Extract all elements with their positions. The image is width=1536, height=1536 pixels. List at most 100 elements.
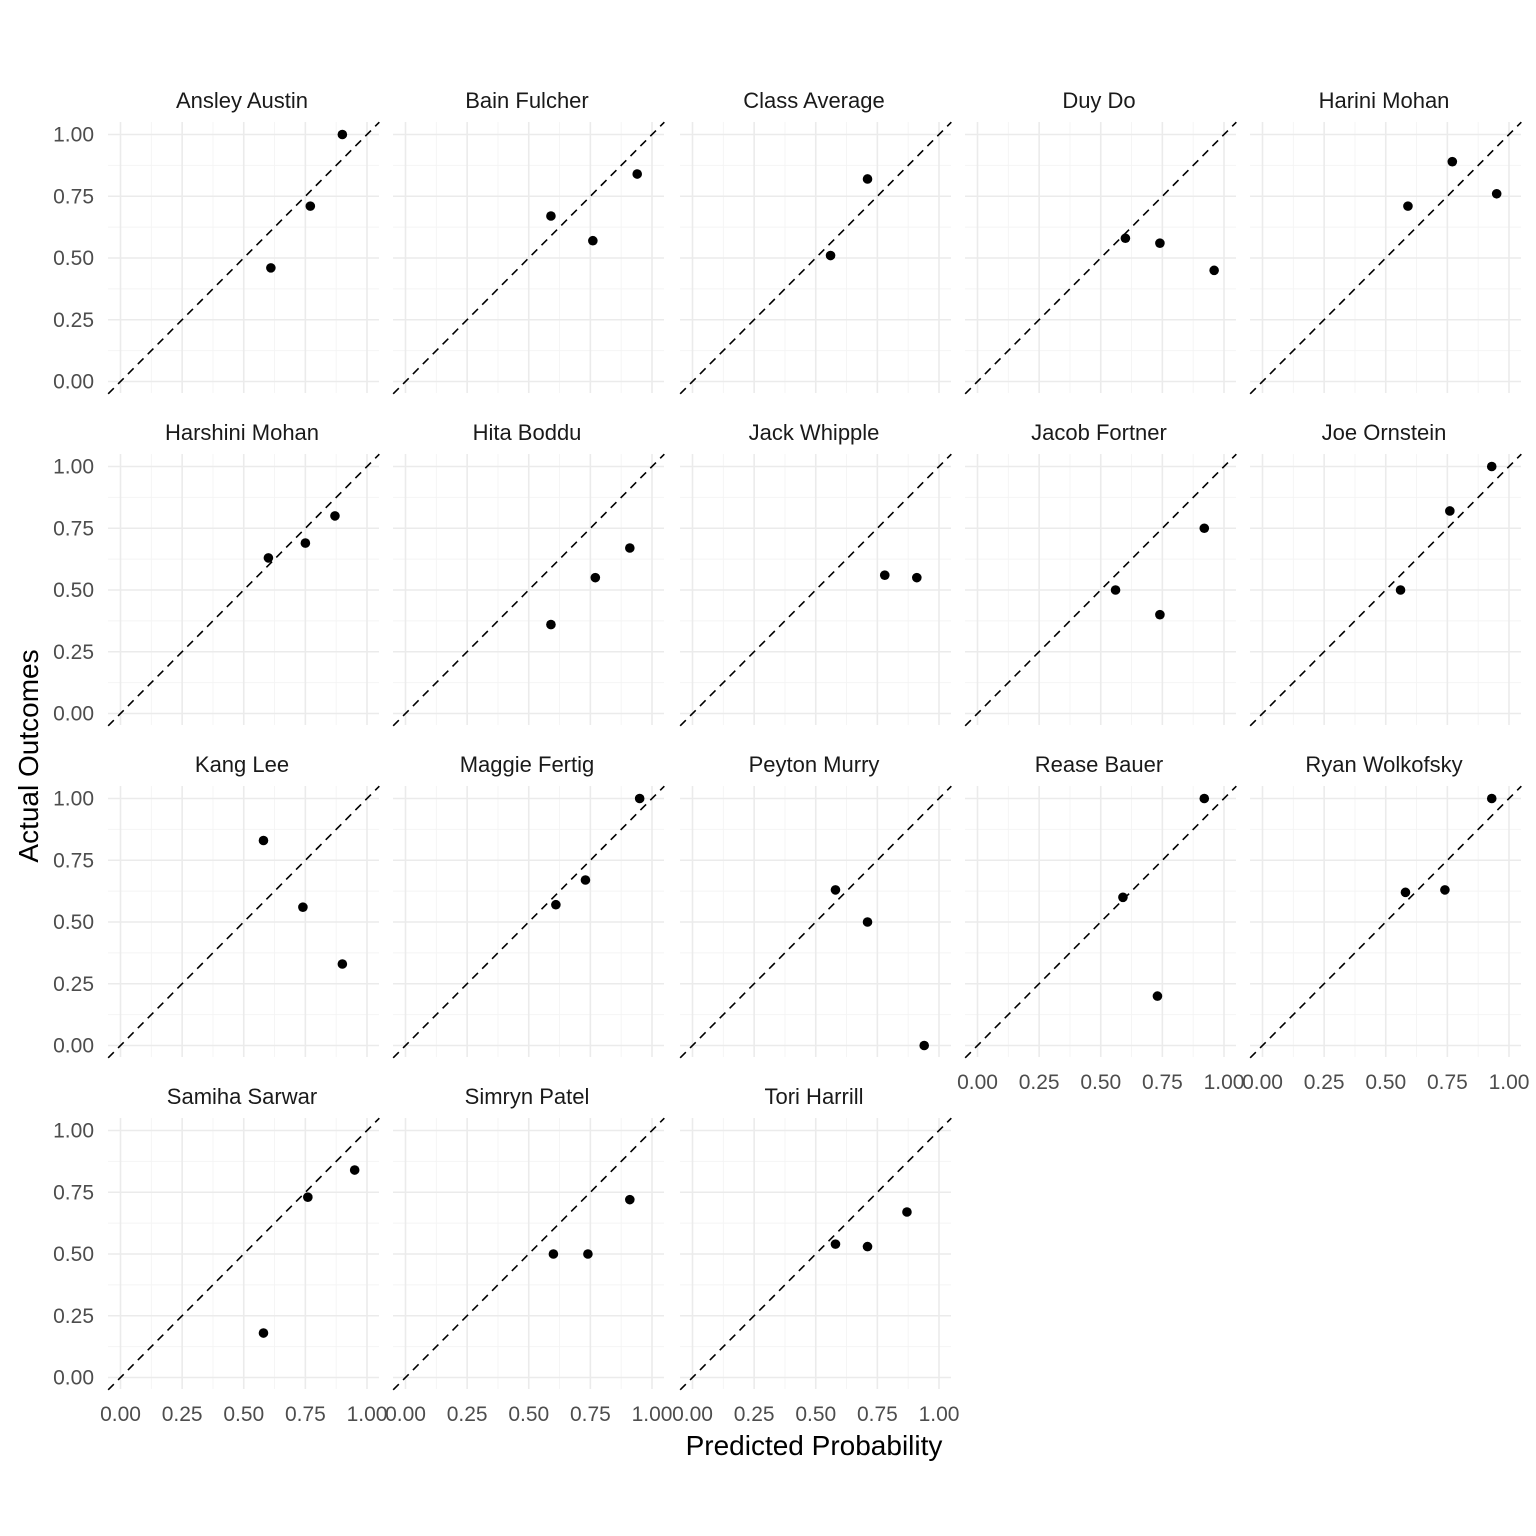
reference-line [1249, 453, 1522, 727]
data-point [300, 538, 311, 548]
facet-panel: Maggie Fertig [392, 752, 665, 1059]
reference-line [679, 1117, 952, 1391]
data-point [902, 1207, 912, 1217]
data-point [912, 572, 922, 583]
facet-panel: Jack Whipple [679, 420, 952, 727]
x-tick-label: 0.25 [1304, 1071, 1345, 1094]
data-point [298, 902, 308, 912]
data-point [330, 511, 340, 521]
facet-title: Jack Whipple [749, 420, 880, 445]
y-tick-label: 0.50 [53, 911, 94, 934]
y-tick-label: 0.00 [53, 1035, 94, 1058]
data-point [258, 835, 269, 846]
x-tick-label: 0.25 [1019, 1071, 1060, 1094]
facet-panel: Class Average [679, 88, 952, 395]
y-tick-label: 0.50 [53, 247, 94, 270]
x-tick-label: 0.00 [385, 1403, 426, 1426]
reference-line [107, 453, 380, 727]
data-point [305, 201, 316, 211]
facet-panel: Hita Boddu [392, 420, 665, 727]
y-axis-title: Actual Outcomes [13, 649, 44, 862]
facet-panel: Peyton Murry [679, 752, 952, 1059]
y-tick-label: 0.00 [53, 703, 94, 726]
data-point [1120, 233, 1131, 244]
facet-title: Kang Lee [195, 752, 289, 777]
x-tick-label: 0.00 [672, 1403, 713, 1426]
data-point [548, 1249, 559, 1259]
x-axis-title: Predicted Probability [686, 1430, 943, 1461]
facet-title: Rease Bauer [1035, 752, 1163, 777]
facet-panel: Joe Ornstein [1249, 420, 1522, 727]
data-point [1199, 793, 1210, 804]
x-tick-label: 0.25 [447, 1403, 488, 1426]
data-point [258, 1328, 269, 1338]
data-point [625, 543, 635, 553]
data-point [1400, 887, 1411, 898]
facet-panel: Ryan Wolkofsky 0.00 0.25 0.50 0.75 1.00 [1242, 752, 1529, 1094]
facet-panel: Simryn Patel 0.00 0.25 0.50 0.75 1.00 [385, 1084, 672, 1426]
y-tick-label: 0.75 [53, 849, 94, 872]
data-point [1199, 523, 1210, 534]
y-tick-label: 1.00 [53, 456, 94, 479]
reference-line [964, 453, 1237, 727]
reference-line [107, 121, 380, 395]
y-tick-label: 0.75 [53, 185, 94, 208]
data-point [1440, 885, 1450, 895]
data-point [862, 1241, 873, 1252]
x-tick-label: 1.00 [1489, 1071, 1530, 1094]
data-point [337, 129, 348, 140]
facet-title: Duy Do [1062, 88, 1135, 113]
y-tick-label: 0.50 [53, 579, 94, 602]
y-tick-label: 1.00 [53, 124, 94, 147]
data-point [862, 917, 873, 927]
data-point [263, 553, 274, 563]
facet-title: Harshini Mohan [165, 420, 319, 445]
data-point [1152, 991, 1163, 1001]
x-tick-label: 0.50 [1080, 1071, 1121, 1094]
facet-title: Hita Boddu [473, 420, 582, 445]
x-tick-label: 0.50 [1365, 1071, 1406, 1094]
y-tick-label: 0.25 [53, 641, 94, 664]
data-point [830, 885, 841, 895]
facet-title: Tori Harrill [765, 1084, 864, 1109]
y-tick-label: 0.75 [53, 1181, 94, 1204]
data-point [303, 1192, 313, 1202]
data-point [632, 169, 643, 179]
x-tick-label: 1.00 [919, 1403, 960, 1426]
reference-line [392, 1117, 665, 1391]
data-point [1209, 265, 1219, 276]
data-point [1155, 238, 1165, 248]
facet-title: Class Average [743, 88, 884, 113]
facet-panel: Rease Bauer 0.00 0.25 0.50 0.75 1.00 [957, 752, 1244, 1094]
facet-panel: Ansley Austin 0.00 0.25 0.50 0.75 1.00 [53, 88, 380, 395]
facet-title: Ansley Austin [176, 88, 308, 113]
facet-panel: Jacob Fortner [964, 420, 1237, 727]
facet-panel: Kang Lee 0.00 0.25 0.50 0.75 1.00 [53, 752, 380, 1059]
reference-line [679, 121, 952, 395]
data-point [862, 174, 873, 184]
reference-line [392, 785, 665, 1059]
y-tick-label: 0.25 [53, 973, 94, 996]
data-point [919, 1040, 930, 1051]
x-tick-label: 0.00 [1242, 1071, 1283, 1094]
x-tick-label: 0.75 [1427, 1071, 1468, 1094]
reference-line [964, 121, 1237, 395]
data-point [634, 793, 645, 804]
data-point [546, 211, 556, 221]
x-tick-label: 0.25 [734, 1403, 775, 1426]
x-tick-label: 1.00 [632, 1403, 673, 1426]
data-point [1110, 585, 1121, 595]
y-tick-label: 0.00 [53, 371, 94, 394]
x-tick-label: 0.50 [508, 1403, 549, 1426]
data-point [580, 875, 591, 885]
x-tick-label: 0.00 [957, 1071, 998, 1094]
data-point [583, 1249, 593, 1259]
facet-panel: Bain Fulcher [392, 88, 665, 395]
data-point [1118, 892, 1128, 903]
data-point [337, 959, 348, 969]
data-point [1445, 506, 1455, 516]
data-point [546, 619, 556, 630]
reference-line [107, 1117, 380, 1391]
facet-title: Maggie Fertig [460, 752, 595, 777]
